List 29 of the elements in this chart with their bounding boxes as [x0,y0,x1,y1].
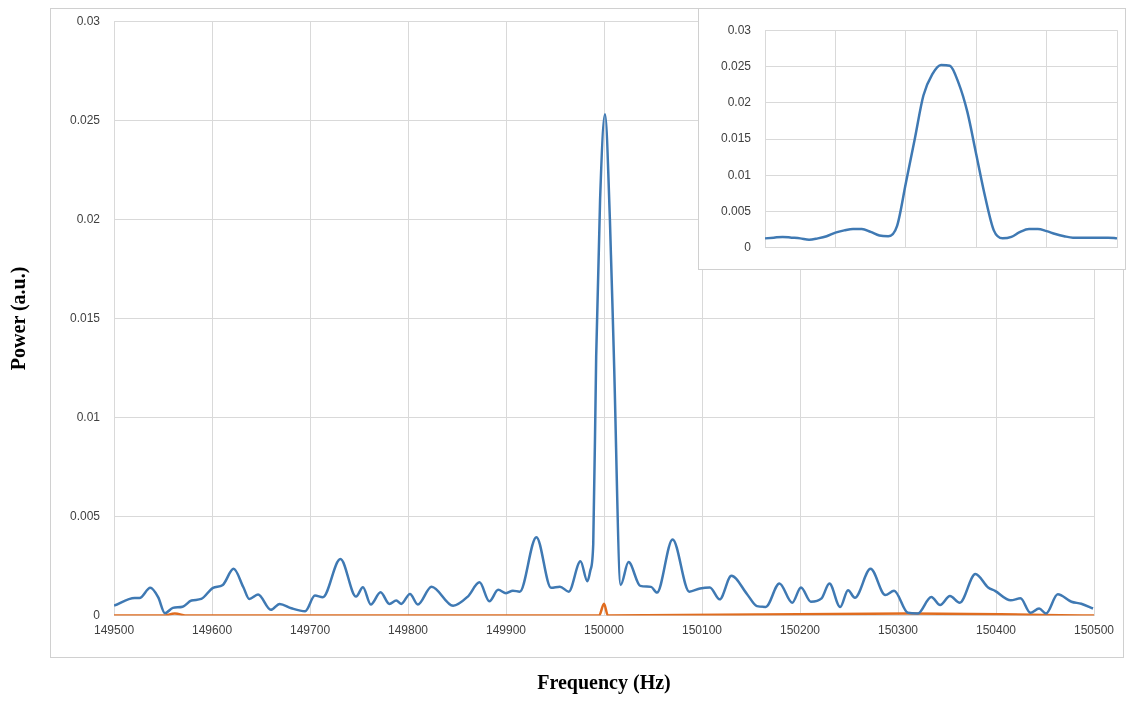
x-tick-label: 149500 [94,623,135,638]
y-tick-label: 0.02 [76,211,101,226]
y-axis-title: Power (a.u.) [7,266,31,371]
line-series [114,113,1094,615]
x-tick-label: 149800 [388,623,429,638]
x-axis-title: Frequency (Hz) [537,671,671,695]
y-tick-label: 0.01 [76,409,101,424]
x-tick-label: 150200 [779,623,821,638]
x-tick-label: 149900 [485,623,527,638]
line-series [763,63,1119,242]
y-tick-label: 0.005 [721,203,752,218]
x-tick-label: 150300 [877,623,919,638]
y-tick-label: 0.01 [727,167,752,182]
x-tick-label: 150000 [583,623,625,638]
y-tick-label: 0.025 [70,112,101,127]
y-tick-label: 0.015 [721,131,752,146]
y-tick-label: 0.02 [727,95,752,110]
y-tick-label: 0.025 [721,58,752,73]
x-tick-label: 150400 [975,623,1017,638]
y-tick-label: 0.015 [70,310,101,325]
y-tick-label: 0.03 [727,22,752,37]
y-tick-label: 0.005 [70,508,101,523]
x-tick-label: 150100 [681,623,723,638]
x-tick-label: 149700 [290,623,331,638]
y-tick-label: 0 [93,607,101,622]
y-tick-label: 0.03 [76,13,101,28]
x-tick-label: 150500 [1073,623,1115,638]
y-tick-label: 0 [744,240,752,255]
x-tick-label: 149600 [192,623,233,638]
